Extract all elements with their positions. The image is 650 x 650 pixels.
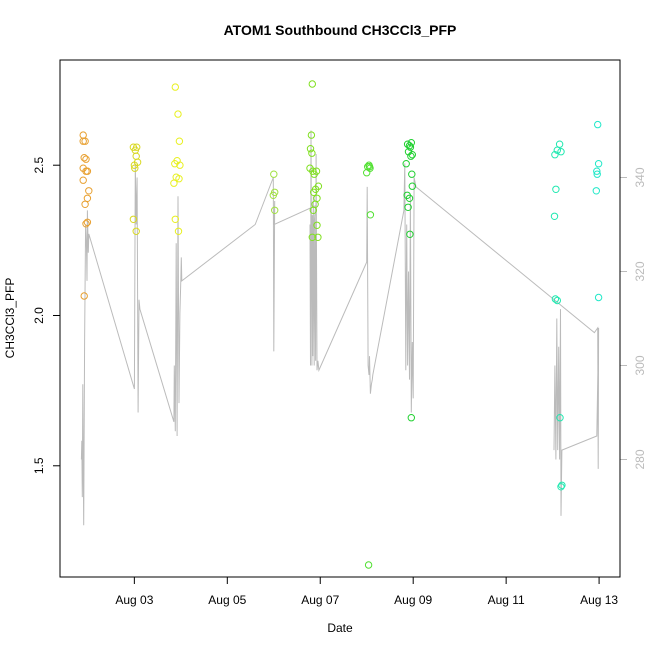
data-point [366, 211, 375, 219]
data-point [307, 131, 316, 139]
y-tick-label: 1.5 [32, 457, 46, 474]
data-point [402, 160, 410, 168]
y-tick-label: 2.0 [32, 307, 46, 324]
data-point [270, 170, 278, 178]
data-point [365, 163, 374, 171]
x-tick-label: Aug 07 [301, 593, 339, 607]
data-point [176, 161, 184, 169]
data-point [79, 137, 87, 145]
secondary-tick-label: 320 [633, 261, 647, 281]
data-point [80, 292, 88, 300]
data-point [171, 215, 180, 224]
altitude-trace [80, 130, 600, 526]
data-point [82, 155, 90, 163]
secondary-tick-label: 280 [633, 449, 647, 469]
data-point [314, 182, 323, 190]
data-point [407, 139, 415, 147]
data-point [130, 161, 139, 169]
data-points [79, 80, 603, 569]
data-point [404, 203, 412, 212]
data-point [551, 295, 560, 303]
data-point [309, 206, 317, 215]
data-point [406, 143, 415, 151]
data-point [407, 152, 415, 160]
data-point [408, 151, 416, 159]
data-point [133, 143, 141, 151]
data-point [132, 227, 140, 236]
data-point [175, 137, 184, 145]
data-point [308, 80, 316, 88]
data-point [556, 414, 564, 422]
data-point [593, 167, 601, 175]
x-tick-label: Aug 03 [115, 593, 153, 607]
data-point [82, 220, 90, 228]
data-point [558, 481, 566, 489]
data-point [174, 110, 182, 118]
data-point [175, 175, 183, 183]
data-point [131, 164, 139, 172]
plot-frame [59, 59, 621, 578]
y-tick-label: 2.5 [32, 157, 46, 174]
data-point [171, 160, 179, 168]
x-tick-label: Aug 05 [208, 593, 246, 607]
data-point [408, 170, 416, 178]
x-tick-label: Aug 11 [488, 593, 525, 607]
data-point [553, 296, 561, 305]
data-point [313, 221, 321, 230]
data-point [171, 83, 180, 91]
data-point [363, 169, 371, 177]
data-point [551, 151, 559, 159]
data-point [83, 167, 92, 175]
y-axis-label: CH3CCl3_PFP [3, 278, 17, 359]
data-point [129, 215, 138, 224]
chart-title: ATOM1 Southbound CH3CCl3_PFP [224, 22, 457, 38]
data-point [271, 206, 279, 215]
data-point [594, 293, 603, 302]
data-point [80, 154, 88, 162]
data-point [79, 176, 87, 184]
data-point [593, 170, 601, 178]
data-point [555, 140, 564, 148]
altitude-line [80, 130, 600, 526]
data-point [407, 414, 415, 422]
data-point [83, 194, 92, 203]
data-point [405, 194, 414, 203]
data-point [310, 170, 318, 178]
data-point [306, 145, 315, 153]
data-point [174, 227, 183, 236]
data-point [308, 149, 316, 157]
data-point [364, 561, 373, 569]
data-point [557, 483, 565, 491]
x-tick-label: Aug 09 [394, 593, 432, 607]
data-point [310, 188, 318, 197]
data-point [308, 233, 316, 242]
data-point [406, 230, 414, 239]
data-point [269, 191, 277, 200]
data-point [592, 187, 600, 195]
x-axis-label: Date [327, 621, 353, 635]
data-point [594, 120, 602, 129]
data-point [552, 185, 560, 194]
data-point [83, 218, 92, 227]
data-point [170, 179, 178, 187]
data-point [314, 233, 322, 242]
data-point [557, 148, 565, 156]
data-point [81, 137, 89, 145]
data-point [85, 187, 93, 195]
secondary-tick-label: 300 [633, 355, 647, 375]
data-point [550, 212, 559, 221]
x-tick-label: Aug 13 [580, 593, 618, 607]
data-point [408, 182, 416, 190]
secondary-tick-label: 340 [633, 167, 647, 187]
data-point [594, 160, 603, 168]
